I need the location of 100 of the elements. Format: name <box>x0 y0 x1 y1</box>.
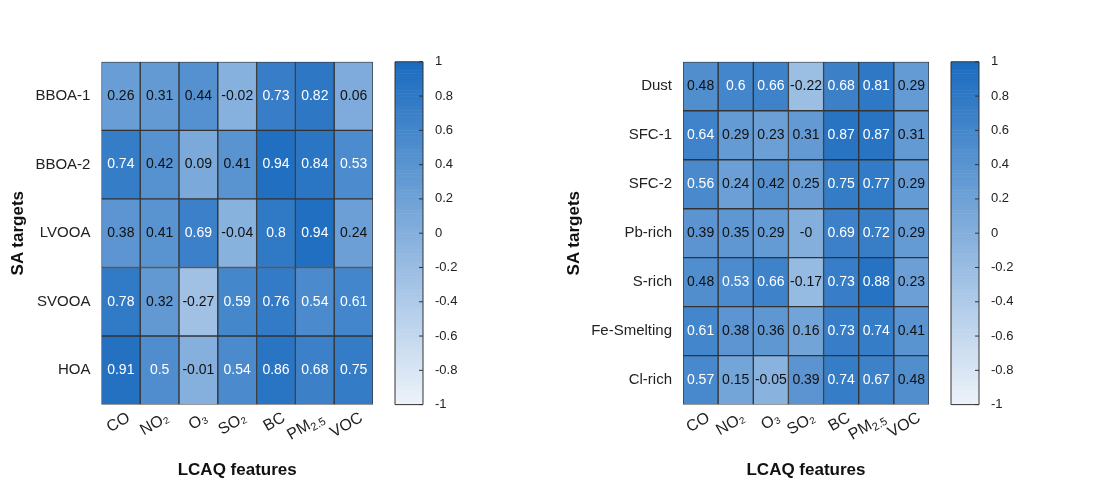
data-label: 0.48 <box>897 370 926 387</box>
data-label: 0.29 <box>722 126 750 143</box>
data-label: -0.02 <box>221 86 254 103</box>
data-label: 0.53 <box>339 155 368 172</box>
data-label: 0.38 <box>107 224 135 241</box>
data-label: 0.69 <box>184 224 213 241</box>
data-label: 0.91 <box>107 361 135 378</box>
data-label: 0.41 <box>897 322 926 338</box>
x-tick-label: O₃ <box>185 408 211 433</box>
data-label: -0.27 <box>182 292 215 309</box>
data-label: 0.06 <box>339 86 368 103</box>
data-label: 0.87 <box>862 126 891 143</box>
data-label: 0.36 <box>757 322 785 338</box>
data-label: 0.87 <box>827 126 855 143</box>
data-label: 0.23 <box>897 273 926 290</box>
y-tick-label: Pb-rich <box>624 223 672 241</box>
data-label: 0.23 <box>757 126 785 143</box>
data-label: -0 <box>799 224 813 241</box>
data-label: 0.26 <box>107 86 135 103</box>
color-bar-label: 0 <box>991 224 999 240</box>
data-label: 0.41 <box>145 224 174 241</box>
data-label: 0.88 <box>862 273 891 290</box>
data-label: 0.94 <box>301 224 329 241</box>
data-label: 0.81 <box>862 77 891 94</box>
data-label: 0.67 <box>862 370 891 387</box>
y-tick-label: Cl-rich <box>628 370 672 388</box>
color-bar-label: 0.6 <box>991 121 1010 137</box>
data-label: -0.05 <box>754 370 788 387</box>
data-label: 0.74 <box>862 322 891 338</box>
data-label: 0.56 <box>686 175 715 192</box>
x-tick-label: CO <box>103 408 133 436</box>
data-label: 0.78 <box>107 292 135 309</box>
y-axis-title: SA targets <box>563 191 583 276</box>
x-tick-label: O₃ <box>757 408 783 433</box>
data-label: 0.16 <box>792 322 820 338</box>
data-label: 0.66 <box>757 77 785 94</box>
data-label: 0.6 <box>725 77 746 94</box>
color-bar-label: 0.2 <box>435 190 454 206</box>
color-bar-label: 0.4 <box>435 156 454 172</box>
x-tick-label: NO₂ <box>712 408 748 439</box>
color-bar-label: 0.8 <box>435 87 454 103</box>
y-tick-label: Dust <box>641 76 673 94</box>
data-label: 0.61 <box>339 292 368 309</box>
color-bar-label: -0.2 <box>435 259 458 275</box>
y-tick-label: BBOA-1 <box>35 86 91 104</box>
data-label: 0.35 <box>722 224 750 241</box>
y-axis-title: SA targets <box>7 191 27 276</box>
data-label: 0.39 <box>686 224 715 241</box>
data-label: 0.75 <box>339 361 368 378</box>
data-label: 0.72 <box>862 224 891 241</box>
color-bar-label: -0.8 <box>991 361 1014 377</box>
color-bar-label: -1 <box>435 396 447 412</box>
data-label: 0.31 <box>145 86 174 103</box>
data-label: 0.24 <box>339 224 368 241</box>
y-tick-label: HOA <box>57 360 91 378</box>
color-bar-label: -0.6 <box>991 327 1014 343</box>
data-label: 0.42 <box>145 155 174 172</box>
y-tick-label: S-rich <box>632 272 672 290</box>
color-bar-label: -0.6 <box>435 327 458 343</box>
data-label: 0.29 <box>897 175 926 192</box>
color-bar-label: 1 <box>435 53 443 69</box>
data-label: 0.76 <box>262 292 290 309</box>
data-label: 0.68 <box>301 361 329 378</box>
color-bar-label: 0.8 <box>991 87 1010 103</box>
data-label: 0.29 <box>897 77 926 94</box>
data-label: -0.01 <box>182 361 215 378</box>
data-label: 0.66 <box>757 273 785 290</box>
color-bar-label: -0.4 <box>435 293 458 309</box>
data-label: 0.29 <box>757 224 785 241</box>
x-tick-label: NO₂ <box>136 408 172 439</box>
data-label: 0.74 <box>107 155 135 172</box>
data-label: 0.68 <box>827 77 855 94</box>
data-label: 0.64 <box>686 126 715 143</box>
data-label: -0.17 <box>790 273 823 290</box>
y-tick-label: SVOOA <box>37 291 91 309</box>
data-label: 0.77 <box>862 175 891 192</box>
data-label: 0.48 <box>686 273 715 290</box>
data-label: 0.41 <box>223 155 252 172</box>
data-label: 0.86 <box>262 361 290 378</box>
data-label: 0.61 <box>686 322 715 338</box>
data-label: 0.73 <box>827 322 855 338</box>
color-bar-label: 0.2 <box>991 190 1010 206</box>
data-label: 0.24 <box>722 175 750 192</box>
color-bar-label: -0.8 <box>435 361 458 377</box>
data-label: 0.54 <box>301 292 329 309</box>
data-label: 0.94 <box>262 155 290 172</box>
data-label: 0.8 <box>266 224 286 241</box>
y-tick-label: Fe-Smelting <box>591 321 672 339</box>
y-tick-label: BBOA-2 <box>35 154 91 172</box>
data-label: 0.75 <box>827 175 855 192</box>
color-bar-label: 1 <box>991 53 999 69</box>
x-tick-label: SO₂ <box>215 408 249 438</box>
y-tick-label: SFC-2 <box>628 174 672 192</box>
x-axis-title: LCAQ features <box>177 460 297 480</box>
data-label: 0.32 <box>145 292 174 309</box>
data-label: 0.59 <box>223 292 252 309</box>
data-label: 0.38 <box>722 322 750 338</box>
data-label: 0.31 <box>792 126 820 143</box>
data-label: 0.42 <box>757 175 785 192</box>
data-label: 0.84 <box>301 155 329 172</box>
